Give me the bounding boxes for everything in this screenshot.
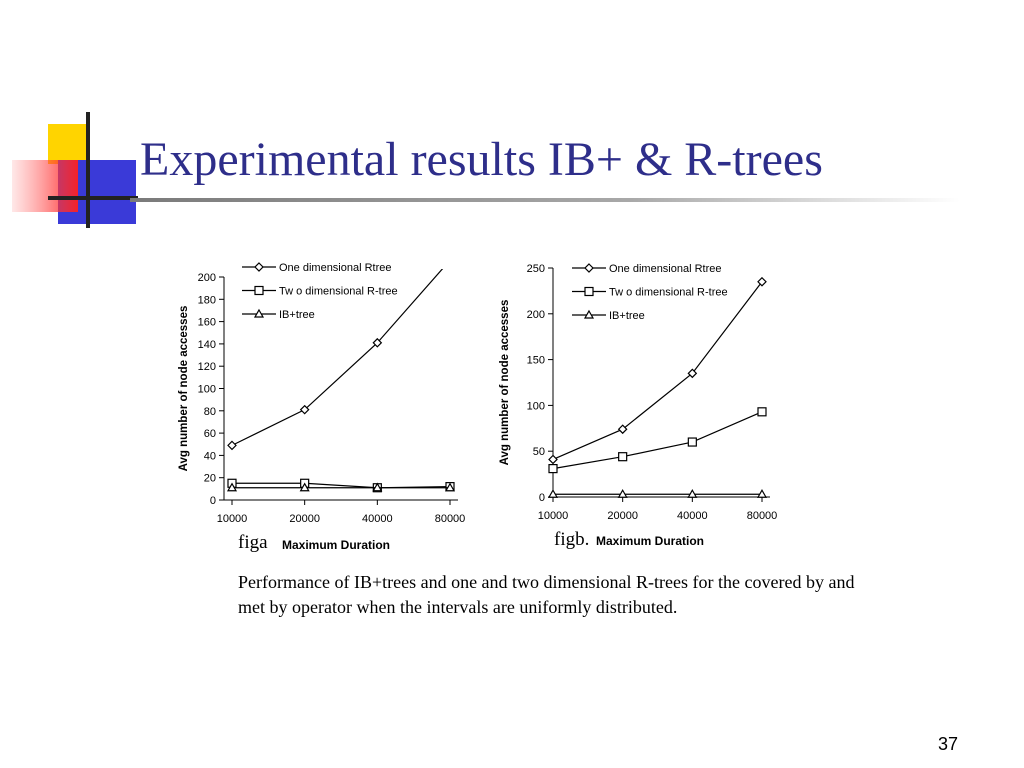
data-point-triangle xyxy=(444,482,456,492)
legend-marker-triangle xyxy=(253,308,265,318)
data-point-triangle xyxy=(226,482,238,492)
data-point-square xyxy=(757,407,767,417)
y-tick-label: 20 xyxy=(204,473,216,485)
y-axis-label: Avg number of node accesses xyxy=(499,300,511,466)
y-tick-label: 0 xyxy=(539,492,545,504)
figb-xlabel: Maximum Duration xyxy=(596,534,705,548)
y-tick-label: 0 xyxy=(210,495,216,507)
data-point-triangle xyxy=(756,489,768,498)
figa-xlabel: Maximum Duration xyxy=(282,538,391,552)
y-axis-label: Avg number of node accesses xyxy=(178,306,190,472)
legend-label: One dimensional Rtree xyxy=(609,263,722,275)
legend-label: Tw o dimensional R-tree xyxy=(279,286,398,298)
page-number: 37 xyxy=(938,734,959,754)
data-point-diamond xyxy=(372,337,383,348)
y-tick-label: 200 xyxy=(527,309,545,321)
data-point-triangle xyxy=(547,489,559,498)
y-tick-label: 120 xyxy=(198,361,216,373)
legend-label: IB+tree xyxy=(609,310,645,322)
x-tick-label: 10000 xyxy=(217,513,248,525)
data-point-diamond xyxy=(227,440,237,451)
data-point-diamond xyxy=(687,368,698,379)
y-tick-label: 80 xyxy=(204,406,216,418)
x-tick-label: 40000 xyxy=(362,513,393,525)
y-tick-label: 100 xyxy=(527,400,545,412)
legend-marker-square xyxy=(584,286,594,297)
x-tick-label: 40000 xyxy=(677,510,708,522)
data-point-square xyxy=(618,452,628,462)
y-tick-label: 200 xyxy=(198,272,216,284)
series-triangle xyxy=(226,482,456,492)
series-line-diamond xyxy=(552,281,763,460)
data-point-square xyxy=(687,437,697,447)
series-square xyxy=(548,407,767,474)
legend-label: Tw o dimensional R-tree xyxy=(609,287,728,299)
x-tick-label: 80000 xyxy=(435,513,466,525)
slide-title: Experimental results IB+ & R-trees xyxy=(140,133,823,186)
series-line-square xyxy=(552,411,763,470)
slide-logo xyxy=(12,112,138,228)
legend-label: IB+tree xyxy=(279,309,315,321)
data-point-triangle xyxy=(299,482,310,492)
series-diamond xyxy=(548,276,767,465)
x-tick-label: 20000 xyxy=(289,513,320,525)
figure-caption: Performance of IB+trees and one and two … xyxy=(238,572,855,617)
y-tick-label: 60 xyxy=(204,428,216,440)
data-point-diamond xyxy=(617,424,628,435)
legend-label: One dimensional Rtree xyxy=(279,262,392,274)
y-tick-label: 40 xyxy=(204,450,216,462)
series-line-diamond xyxy=(231,269,444,446)
legend-marker-triangle xyxy=(583,309,595,319)
data-point-diamond xyxy=(299,404,310,415)
y-tick-label: 140 xyxy=(198,339,216,351)
x-tick-label: 10000 xyxy=(538,510,569,522)
legend-marker-diamond xyxy=(584,263,594,273)
y-tick-label: 160 xyxy=(198,317,216,329)
figb-label: figb. xyxy=(554,529,590,550)
data-point-diamond xyxy=(548,454,558,465)
y-tick-label: 180 xyxy=(198,294,216,306)
y-tick-label: 50 xyxy=(533,446,545,458)
legend-marker-square xyxy=(254,285,264,296)
title-divider xyxy=(130,198,960,202)
data-point-square xyxy=(548,464,558,474)
legend-marker-diamond xyxy=(254,262,264,272)
data-point-triangle xyxy=(687,489,698,498)
figa-label: figa xyxy=(238,532,268,553)
y-tick-label: 250 xyxy=(527,263,545,275)
x-tick-label: 20000 xyxy=(607,510,638,522)
data-point-triangle xyxy=(372,482,383,492)
data-point-triangle xyxy=(617,489,628,498)
data-point-diamond xyxy=(757,276,767,287)
series-diamond xyxy=(227,269,444,451)
y-tick-label: 150 xyxy=(527,355,545,367)
y-tick-label: 100 xyxy=(198,384,216,396)
series-triangle xyxy=(547,489,768,498)
x-tick-label: 80000 xyxy=(747,510,778,522)
